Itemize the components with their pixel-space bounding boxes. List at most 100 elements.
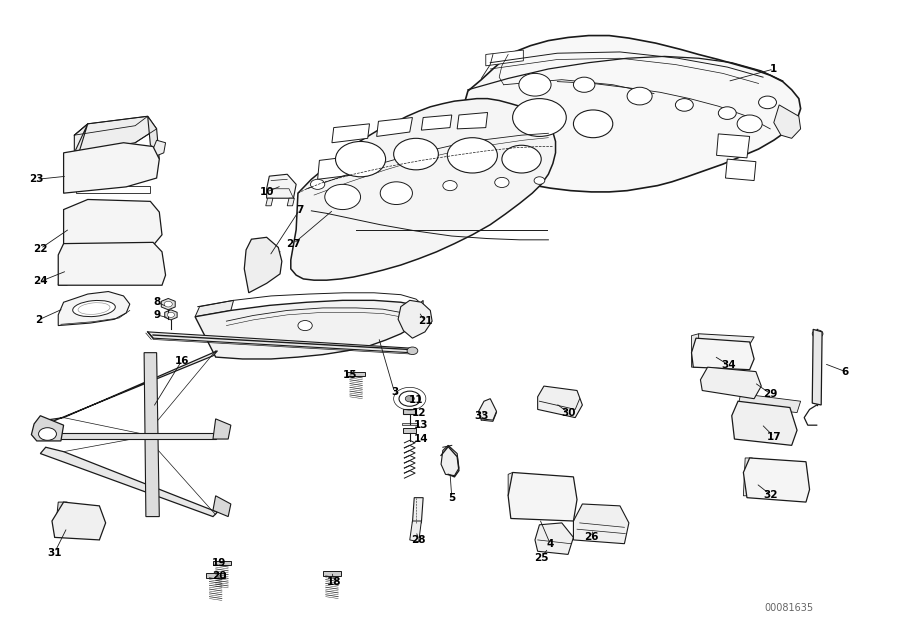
- Circle shape: [447, 137, 498, 173]
- Polygon shape: [75, 116, 157, 153]
- Text: 1: 1: [770, 64, 778, 74]
- Polygon shape: [725, 159, 756, 181]
- Circle shape: [73, 238, 80, 244]
- Polygon shape: [743, 458, 810, 502]
- Text: 31: 31: [48, 548, 62, 558]
- Polygon shape: [537, 386, 582, 418]
- Text: 13: 13: [414, 420, 428, 430]
- Polygon shape: [153, 140, 166, 157]
- Polygon shape: [58, 242, 166, 285]
- Polygon shape: [55, 502, 68, 537]
- Polygon shape: [275, 315, 332, 337]
- Text: 28: 28: [411, 535, 426, 545]
- Polygon shape: [716, 134, 750, 158]
- Polygon shape: [535, 523, 573, 555]
- Text: 00081635: 00081635: [765, 603, 814, 613]
- Polygon shape: [291, 99, 555, 280]
- Text: 17: 17: [767, 431, 781, 441]
- Ellipse shape: [78, 303, 110, 314]
- Polygon shape: [213, 496, 231, 516]
- Polygon shape: [58, 291, 130, 326]
- Polygon shape: [479, 399, 497, 420]
- Polygon shape: [410, 521, 421, 542]
- Text: 25: 25: [534, 553, 548, 563]
- Circle shape: [39, 427, 57, 440]
- Circle shape: [502, 145, 541, 173]
- Circle shape: [759, 96, 777, 109]
- Circle shape: [298, 321, 312, 331]
- Text: 16: 16: [175, 356, 189, 366]
- Polygon shape: [691, 338, 754, 370]
- Polygon shape: [64, 124, 87, 193]
- Polygon shape: [287, 198, 294, 206]
- Text: 23: 23: [30, 174, 44, 184]
- Text: 15: 15: [343, 370, 357, 380]
- Polygon shape: [64, 200, 162, 247]
- Text: 22: 22: [33, 244, 48, 254]
- Text: 14: 14: [414, 434, 428, 444]
- Text: 6: 6: [842, 366, 849, 377]
- Circle shape: [164, 301, 172, 307]
- Text: 20: 20: [212, 572, 227, 581]
- Polygon shape: [573, 504, 629, 544]
- Circle shape: [310, 179, 325, 190]
- Polygon shape: [457, 113, 488, 129]
- Polygon shape: [696, 334, 754, 345]
- Circle shape: [399, 391, 420, 406]
- Circle shape: [812, 330, 823, 338]
- Text: 11: 11: [409, 395, 423, 405]
- Circle shape: [534, 177, 544, 184]
- Circle shape: [718, 107, 736, 120]
- Polygon shape: [148, 116, 159, 159]
- Circle shape: [519, 73, 551, 96]
- Text: 26: 26: [584, 532, 598, 543]
- Polygon shape: [144, 353, 159, 516]
- Polygon shape: [76, 160, 117, 187]
- Polygon shape: [206, 573, 225, 577]
- Text: 7: 7: [296, 205, 303, 214]
- Circle shape: [325, 184, 361, 210]
- Polygon shape: [486, 50, 523, 66]
- Polygon shape: [508, 473, 513, 496]
- Polygon shape: [266, 174, 296, 198]
- Circle shape: [85, 238, 91, 244]
- Circle shape: [675, 99, 693, 111]
- Polygon shape: [244, 237, 282, 293]
- Polygon shape: [76, 186, 150, 193]
- Polygon shape: [700, 367, 761, 399]
- Polygon shape: [40, 447, 218, 516]
- Polygon shape: [377, 118, 412, 137]
- Circle shape: [393, 138, 438, 170]
- Ellipse shape: [73, 300, 115, 317]
- Polygon shape: [117, 157, 150, 183]
- Polygon shape: [148, 332, 412, 353]
- Text: 3: 3: [391, 387, 398, 398]
- Circle shape: [758, 478, 772, 488]
- Polygon shape: [195, 300, 423, 359]
- Polygon shape: [421, 115, 452, 130]
- Circle shape: [528, 489, 554, 506]
- Polygon shape: [691, 334, 698, 367]
- Circle shape: [380, 182, 412, 205]
- Text: 5: 5: [448, 493, 455, 502]
- Polygon shape: [812, 329, 822, 405]
- Polygon shape: [508, 473, 577, 521]
- Polygon shape: [64, 142, 159, 193]
- Text: 19: 19: [212, 558, 227, 567]
- Circle shape: [96, 220, 114, 233]
- Polygon shape: [52, 502, 105, 540]
- Polygon shape: [161, 298, 176, 310]
- Text: 12: 12: [411, 408, 426, 418]
- Polygon shape: [165, 310, 177, 320]
- Circle shape: [336, 141, 385, 177]
- Circle shape: [573, 77, 595, 92]
- Polygon shape: [130, 216, 159, 241]
- Polygon shape: [58, 252, 70, 285]
- Polygon shape: [150, 273, 162, 282]
- Circle shape: [167, 312, 175, 317]
- Text: 34: 34: [722, 360, 736, 370]
- Polygon shape: [318, 155, 361, 179]
- Text: 2: 2: [35, 315, 42, 325]
- Polygon shape: [212, 561, 231, 565]
- Polygon shape: [64, 210, 73, 247]
